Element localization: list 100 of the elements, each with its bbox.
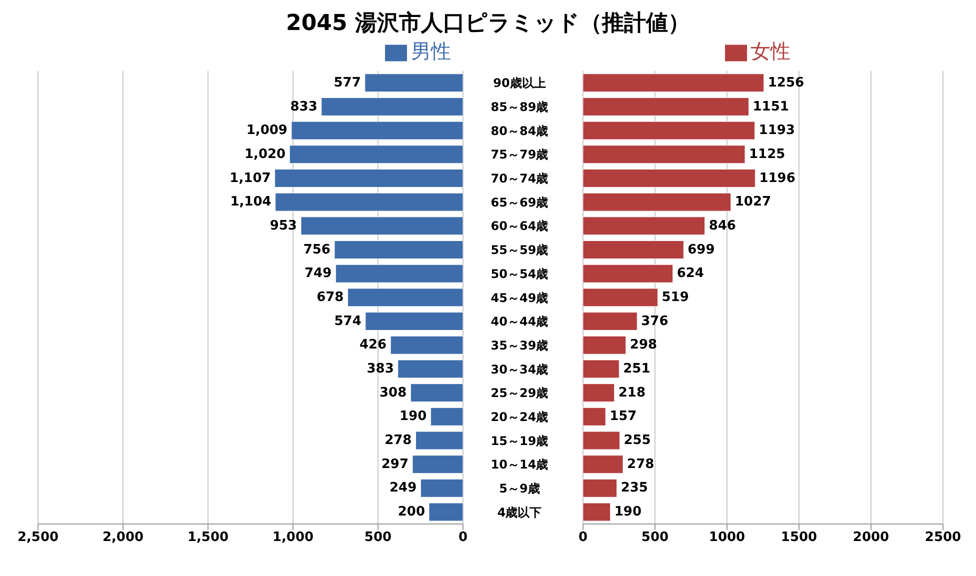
y-tick-label: 80～84歳 xyxy=(490,124,548,138)
bar xyxy=(583,478,618,498)
y-tick-label: 40～44歳 xyxy=(490,314,548,329)
bar xyxy=(583,240,684,260)
bar xyxy=(335,264,463,283)
y-tick-label: 30～34歳 xyxy=(490,362,548,376)
legend-label: 女性 xyxy=(750,39,790,63)
x-tick-label: 0 xyxy=(458,530,468,546)
data-label: 190 xyxy=(400,409,427,424)
y-tick-label: 15～19歳 xyxy=(490,434,548,448)
data-label: 297 xyxy=(381,456,409,472)
x-tick-label: 500 xyxy=(641,530,669,546)
data-label: 846 xyxy=(708,218,736,234)
bar xyxy=(390,336,463,354)
bar xyxy=(398,360,463,378)
bar xyxy=(274,168,463,188)
bar xyxy=(347,288,463,307)
bar xyxy=(583,121,756,140)
bar xyxy=(583,336,626,354)
bar xyxy=(365,312,463,331)
data-label: 699 xyxy=(688,242,715,258)
data-label: 1256 xyxy=(768,75,804,90)
x-tick-label: 500 xyxy=(364,530,392,546)
data-label: 383 xyxy=(366,362,394,377)
bar xyxy=(583,384,615,402)
bar xyxy=(583,360,620,378)
data-label: 1,107 xyxy=(230,170,271,186)
y-tick-label: 50～54歳 xyxy=(490,266,548,281)
y-tick-label: 60～64歳 xyxy=(490,219,548,234)
data-label: 255 xyxy=(624,433,651,448)
bar xyxy=(275,192,463,212)
x-tick-label: 1500 xyxy=(780,530,818,546)
bar xyxy=(289,145,463,164)
x-tick-label: 2,500 xyxy=(17,530,59,546)
bar xyxy=(420,478,463,498)
y-tick-label: 45～49歳 xyxy=(490,290,548,305)
y-tick-label: 75～79歳 xyxy=(490,148,548,162)
data-label: 308 xyxy=(380,385,407,400)
data-label: 218 xyxy=(618,385,646,400)
y-tick-label: 85～89歳 xyxy=(490,100,548,114)
data-label: 678 xyxy=(316,290,344,306)
data-label: 953 xyxy=(270,218,297,234)
bar xyxy=(583,168,756,188)
bar xyxy=(410,384,463,402)
y-tick-label: 65～69歳 xyxy=(490,195,548,210)
y-tick-label: 5～9歳 xyxy=(499,481,540,496)
bar xyxy=(583,145,746,164)
data-label: 1,009 xyxy=(246,123,288,138)
data-label: 519 xyxy=(662,290,689,306)
x-tick-label: 1,500 xyxy=(187,530,229,546)
data-label: 200 xyxy=(398,504,425,520)
bar xyxy=(583,74,764,92)
x-tick-label: 0 xyxy=(578,530,588,546)
bar xyxy=(583,431,620,450)
data-label: 1151 xyxy=(752,99,789,114)
data-label: 577 xyxy=(334,75,361,90)
bar xyxy=(300,216,463,236)
y-tick-label: 90歳以上 xyxy=(493,76,546,90)
data-label: 1125 xyxy=(749,146,786,162)
x-tick-label: 1,000 xyxy=(272,530,314,546)
x-tick-label: 1000 xyxy=(708,530,746,546)
data-label: 278 xyxy=(384,433,412,448)
y-tick-label: 25～29歳 xyxy=(490,386,548,400)
x-tick-label: 2,000 xyxy=(102,530,144,546)
data-label: 624 xyxy=(676,266,704,282)
bar xyxy=(583,192,732,212)
data-label: 1027 xyxy=(734,194,772,210)
data-label: 574 xyxy=(334,314,362,329)
data-label: 1,104 xyxy=(230,194,272,210)
data-label: 251 xyxy=(623,362,650,377)
legend-label: 男性 xyxy=(411,39,451,63)
data-label: 756 xyxy=(303,242,330,258)
x-tick-label: 2000 xyxy=(852,530,890,546)
bar xyxy=(334,240,463,260)
bar xyxy=(583,97,749,116)
bar xyxy=(583,288,658,307)
x-tick-label: 2500 xyxy=(924,530,962,546)
y-tick-label: 35～39歳 xyxy=(490,338,548,352)
data-label: 249 xyxy=(390,480,417,496)
data-label: 190 xyxy=(614,504,642,520)
y-tick-label: 4歳以下 xyxy=(497,505,542,520)
bar xyxy=(364,74,463,92)
data-label: 1,020 xyxy=(244,146,286,162)
data-label: 749 xyxy=(304,266,332,282)
y-tick-label: 20～24歳 xyxy=(490,410,548,424)
bar xyxy=(583,312,638,331)
bar xyxy=(321,97,463,116)
data-label: 157 xyxy=(610,409,637,424)
y-tick-label: 55～59歳 xyxy=(490,243,548,258)
bar xyxy=(583,216,706,236)
bar xyxy=(412,455,463,474)
y-tick-label: 10～14歳 xyxy=(490,458,548,472)
y-tick-label: 70～74歳 xyxy=(490,172,548,186)
data-label: 833 xyxy=(290,99,318,114)
bar xyxy=(415,431,463,450)
chart-title: 2045 湯沢市人口ピラミッド（推計値） xyxy=(285,10,691,38)
data-label: 426 xyxy=(359,338,387,353)
bar xyxy=(583,264,674,283)
bar xyxy=(583,502,611,522)
bar xyxy=(583,455,624,474)
